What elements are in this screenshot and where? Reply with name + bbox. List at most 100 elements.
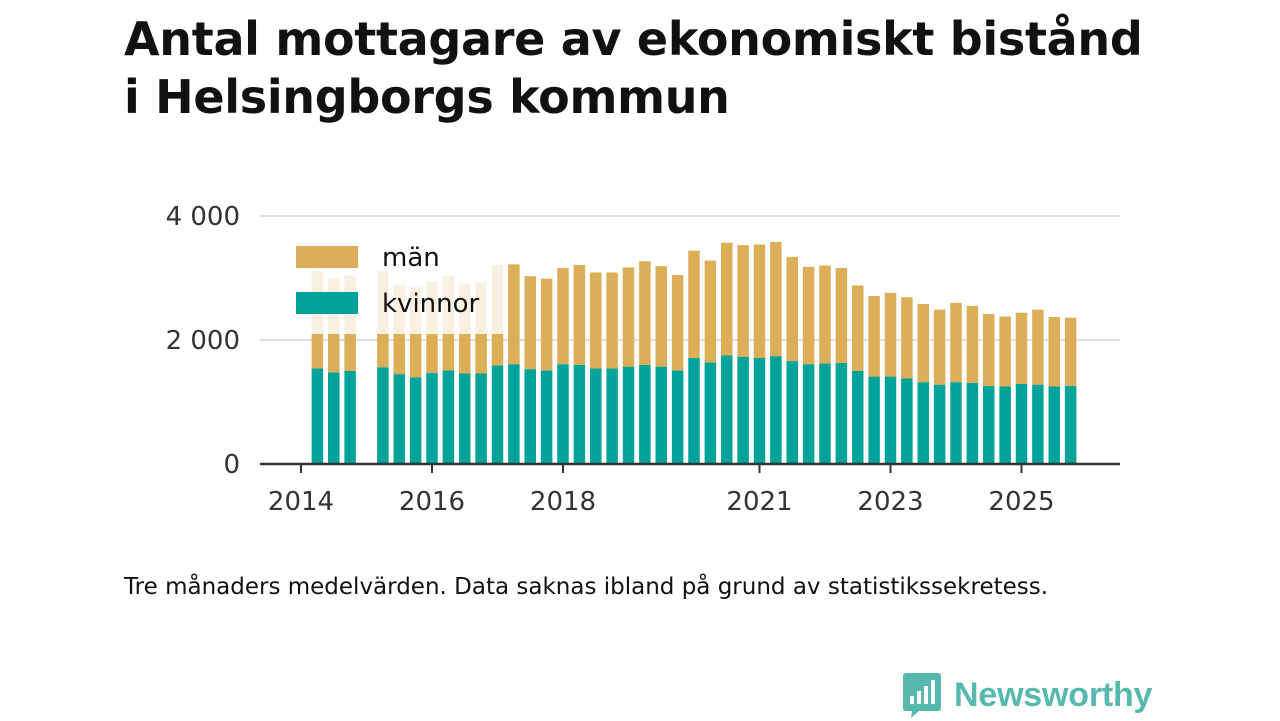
bar-kvinnor	[753, 357, 766, 464]
bar-kvinnor	[409, 377, 422, 464]
bar-man	[966, 305, 979, 383]
bar-kvinnor	[721, 355, 733, 464]
newsworthy-logo-icon	[903, 673, 941, 718]
bar-kvinnor	[1064, 385, 1077, 464]
bar-kvinnor	[377, 367, 389, 464]
bar-man	[540, 278, 553, 371]
bar-man	[639, 261, 651, 365]
bar-kvinnor	[426, 372, 438, 464]
y-tick-label: 0	[223, 450, 240, 480]
bar-kvinnor	[819, 363, 831, 464]
bar-kvinnor	[459, 373, 471, 464]
legend-label-kvinnor: kvinnor	[382, 289, 480, 319]
bar-kvinnor	[573, 364, 586, 464]
bar-man	[688, 250, 700, 358]
bar-man	[1064, 317, 1077, 386]
bar-kvinnor	[966, 382, 979, 464]
bar-man	[852, 285, 864, 371]
bar-kvinnor	[442, 370, 455, 464]
bar-man	[622, 267, 635, 367]
bar-man	[737, 245, 749, 357]
bar-man	[802, 266, 815, 365]
bar-man	[819, 265, 831, 364]
bar-kvinnor	[540, 370, 553, 464]
chart-title: Antal mottagare av ekonomiskt bistånd i …	[124, 10, 1143, 126]
bar-kvinnor	[491, 365, 504, 464]
bar-man	[508, 264, 520, 365]
bar-kvinnor	[1048, 386, 1060, 464]
bar-man	[884, 292, 897, 377]
bar-kvinnor	[901, 378, 913, 464]
stacked-bar-chart: 0 2 000 4 000 2014 2016 2018 2021 2023 2025 män kv…	[166, 202, 1120, 517]
brand-logo[interactable]: Newsworthy	[902, 669, 1152, 721]
bar-man	[917, 304, 929, 383]
x-tick-label: 2021	[726, 487, 792, 517]
y-tick-label: 2 000	[166, 326, 240, 356]
bar-man	[1032, 309, 1044, 385]
bar-man	[786, 256, 798, 362]
bar-man	[721, 242, 733, 356]
bar-kvinnor	[590, 368, 602, 464]
bar-man	[983, 313, 995, 386]
x-tick-label: 2016	[399, 487, 465, 517]
brand-name: Newsworthy	[954, 675, 1153, 714]
x-tick-label: 2023	[857, 487, 923, 517]
bar-kvinnor	[770, 356, 782, 464]
bar-kvinnor	[802, 364, 815, 464]
x-tick-label: 2018	[530, 487, 596, 517]
bar-man	[1015, 312, 1028, 385]
title-line-1: Antal mottagare av ekonomiskt bistånd	[124, 12, 1143, 66]
bar-kvinnor	[1032, 384, 1044, 464]
bar-man	[590, 272, 602, 369]
bar-man	[999, 316, 1011, 387]
bar-kvinnor	[786, 361, 798, 464]
bar-kvinnor	[508, 364, 520, 464]
x-tick-label: 2025	[988, 487, 1054, 517]
bar-kvinnor	[606, 368, 618, 464]
bar-kvinnor	[737, 356, 749, 464]
bar-man	[524, 276, 536, 370]
bar-kvinnor	[671, 370, 684, 464]
legend-swatch-kvinnor	[296, 292, 358, 314]
legend-label-man: män	[382, 243, 440, 273]
bar-man	[933, 309, 946, 385]
bar-kvinnor	[344, 371, 356, 464]
bar-kvinnor	[933, 384, 946, 464]
title-line-2: i Helsingborgs kommun	[124, 70, 730, 124]
bar-kvinnor	[475, 373, 487, 464]
bar-man	[770, 242, 782, 357]
bar-man	[1048, 317, 1060, 387]
bar-kvinnor	[884, 376, 897, 464]
bar-man	[655, 266, 667, 367]
bar-man	[704, 260, 717, 363]
bar-man	[573, 264, 586, 365]
bar-man	[835, 268, 848, 363]
bar-kvinnor	[852, 371, 864, 464]
legend-swatch-man	[296, 246, 358, 268]
bar-kvinnor	[868, 376, 880, 464]
bar-kvinnor	[704, 362, 717, 464]
bar-kvinnor	[983, 385, 995, 464]
bar-kvinnor	[639, 364, 651, 464]
y-tick-label: 4 000	[166, 202, 240, 232]
bar-kvinnor	[688, 357, 700, 464]
chart-footnote: Tre månaders medelvärden. Data saknas ib…	[124, 574, 1049, 600]
bar-kvinnor	[835, 362, 848, 464]
bar-man	[901, 297, 913, 379]
bar-kvinnor	[622, 366, 635, 464]
bar-kvinnor	[557, 364, 569, 464]
bar-kvinnor	[999, 386, 1011, 464]
bar-man	[753, 244, 766, 358]
bar-kvinnor	[655, 366, 667, 464]
bar-man	[671, 274, 684, 371]
x-tick-label: 2014	[268, 487, 334, 517]
bar-kvinnor	[950, 382, 962, 464]
bar-kvinnor	[524, 369, 536, 464]
bar-kvinnor	[311, 368, 324, 464]
bar-kvinnor	[328, 372, 340, 464]
bar-man	[868, 295, 880, 377]
bar-man	[557, 268, 569, 365]
bar-man	[950, 302, 962, 383]
bar-kvinnor	[917, 382, 929, 464]
bar-man	[606, 272, 618, 369]
